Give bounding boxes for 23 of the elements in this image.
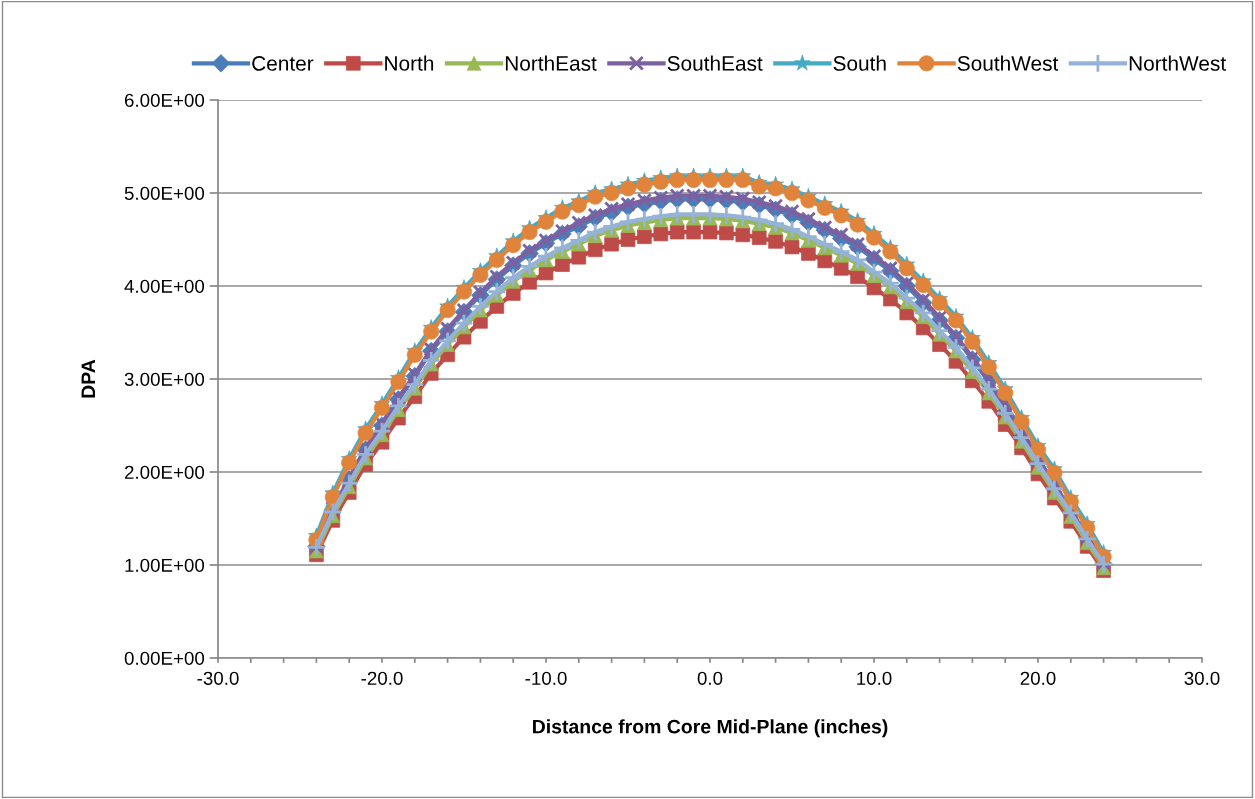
x-tick-label: 20.0 bbox=[1020, 671, 1056, 685]
legend-label: North bbox=[385, 55, 434, 71]
x-tick-label: 10.0 bbox=[857, 671, 892, 685]
y-tick-label: 2.00E+00 bbox=[124, 465, 205, 479]
y-tick-label: 1.00E+00 bbox=[125, 558, 205, 572]
legend-label: SouthEast bbox=[667, 55, 763, 71]
legend-label: NorthEast bbox=[505, 55, 597, 71]
y-axis-title: DPA bbox=[81, 359, 95, 398]
y-tick-label: 4.00E+00 bbox=[124, 279, 205, 293]
x-tick-label: -20.0 bbox=[361, 671, 403, 685]
x-tick-label: 30.0 bbox=[1184, 671, 1220, 685]
x-axis-title: Distance from Core Mid-Plane (inches) bbox=[533, 719, 888, 738]
legend-label: SouthWest bbox=[957, 55, 1059, 71]
y-tick-label: 0.00E+00 bbox=[124, 651, 205, 665]
x-tick-label: 0.0 bbox=[697, 671, 723, 685]
y-tick-label: 6.00E+00 bbox=[124, 93, 205, 107]
x-tick-label: -10.0 bbox=[525, 671, 567, 685]
legend-label: NorthWest bbox=[1129, 55, 1226, 71]
legend-label: South bbox=[833, 55, 886, 71]
legend-label: Center bbox=[252, 56, 314, 71]
y-tick-label: 3.00E+00 bbox=[124, 372, 205, 386]
x-tick-label: -30.0 bbox=[197, 671, 239, 685]
y-tick-label: 5.00E+00 bbox=[124, 186, 205, 200]
